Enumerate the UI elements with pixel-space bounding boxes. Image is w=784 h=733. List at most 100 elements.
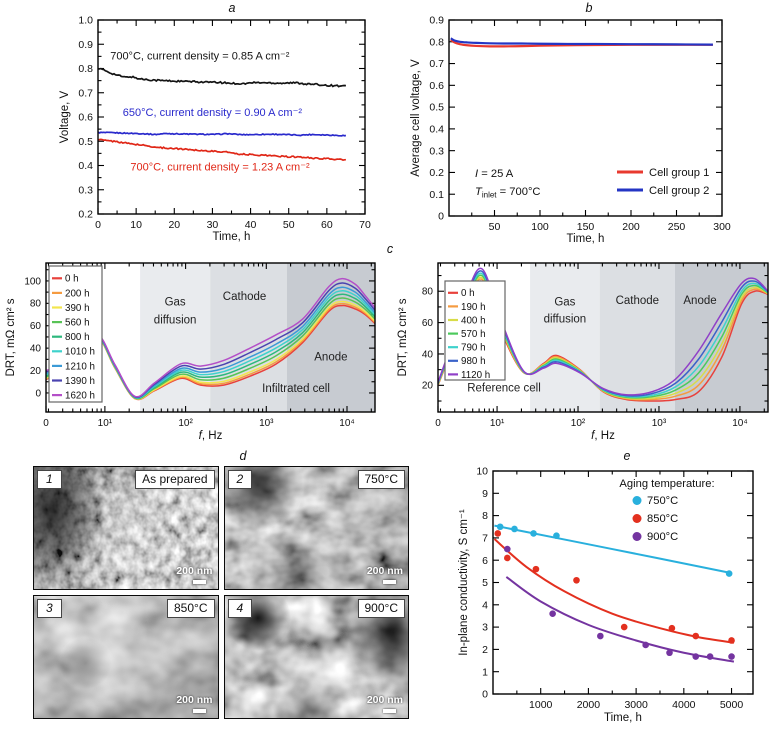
y-tick-label: 3	[482, 622, 488, 634]
dots-900°C	[504, 545, 735, 660]
x-tick-label: 100	[531, 221, 549, 233]
legend-label-0 h: 0 h	[65, 274, 79, 285]
legend-label-1210 h: 1210 h	[65, 361, 95, 372]
x-tick-label: 3000	[624, 699, 648, 711]
series-group	[438, 267, 768, 402]
x-tick-label: 10	[130, 219, 142, 231]
y-tick-label: 6	[482, 555, 488, 567]
chart-svg-a: 0 10 20 30 40 50 60 70 0.2 0.3 0.4 0.5 0.6 0.7 0.8 0.9 1…	[59, 15, 371, 243]
y-tick-label: 0.7	[78, 87, 93, 99]
sem-caption-badge: 900°C	[357, 599, 405, 618]
plot-border	[437, 262, 769, 413]
x-tick-label: 1000	[529, 699, 553, 711]
region-Gas diffusion	[530, 263, 600, 412]
y-tick-label: 20	[422, 381, 434, 392]
sem-image-4: 4 900°C 200 nm	[223, 595, 409, 719]
x-tick-label: 200	[622, 221, 640, 233]
sem-image-2: 2 750°C 200 nm	[223, 466, 409, 590]
y-axis-title: Average cell voltage, V	[410, 59, 422, 177]
sem-scale-bar	[383, 580, 396, 584]
dots-750°C	[496, 523, 733, 577]
legend-label-570 h: 570 h	[461, 329, 486, 340]
y-axis-title: DRT, mΩ cm² s	[5, 298, 17, 376]
x-tick-label: 2000	[577, 699, 601, 711]
region-label: diffusion	[154, 314, 197, 326]
sem-caption-badge: 750°C	[357, 470, 405, 489]
plot-border	[45, 262, 376, 413]
legend-label-800 h: 800 h	[65, 332, 90, 343]
fit-line-750°C	[494, 524, 732, 575]
region-label: Anode	[314, 351, 347, 363]
y-tick-label: 0.8	[429, 36, 444, 48]
y-tick-label: 0.9	[78, 39, 93, 51]
panel-label-c: c	[386, 242, 394, 256]
panel-e-conductivity-chart: 1000 2000 3000 4000 5000 0 1 2 3 4 5 6 7 8 9 10 Time, h I…	[455, 460, 784, 733]
x-axis-title: Time, h	[213, 231, 251, 243]
x-tick-label: 50	[489, 221, 501, 233]
y-tick-label: 4	[482, 599, 488, 611]
legend-title: Aging temperature:	[619, 478, 714, 490]
y-tick-label: 0.9	[429, 15, 444, 27]
sem-caption-badge: 850°C	[167, 599, 215, 618]
panel-label-b: b	[585, 1, 593, 15]
sem-index-badge: 3	[37, 599, 62, 618]
sem-scale-bar	[383, 709, 396, 713]
sem-scale-label: 200 nm	[176, 694, 213, 706]
x-axis-title: Time, h	[604, 712, 642, 724]
panel-c-drt-infiltrated-chart: Gas diffusion Cathode Anode Infiltrated cell…	[2, 252, 394, 450]
y-axis-title: Voltage, V	[59, 90, 71, 143]
sem-scale-label: 200 nm	[176, 565, 213, 577]
fit-line-900°C	[505, 576, 735, 663]
legend-box	[444, 280, 506, 381]
y-axis-title: DRT, mΩ cm² s	[397, 298, 409, 376]
plot-border	[492, 470, 754, 695]
x-tick-label: 10³	[259, 418, 274, 429]
x-tick-label: 30	[207, 219, 219, 231]
panel-b-average-cell-voltage-chart: 50 100 150 200 250 300 0 0.1 0.2 0.3 0.4 0.5 0.6 0.7 0…	[405, 8, 757, 254]
sem-caption-badge: As prepared	[135, 470, 215, 489]
x-tick-label: 10²	[571, 418, 586, 429]
legend-label-Cell group 1: Cell group 1	[649, 167, 709, 179]
x-tick-label: 5000	[720, 699, 744, 711]
y-tick-label: 0.2	[78, 209, 93, 221]
chart-svg-c_right: Gas diffusion Cathode Anode Reference cell 0 1…	[397, 262, 769, 442]
series-line-Cell group 2	[450, 37, 713, 46]
legend-label-190 h: 190 h	[461, 302, 486, 313]
series-group	[493, 524, 735, 663]
y-tick-label: 60	[422, 318, 434, 329]
x-tick-label: 10⁴	[339, 418, 354, 429]
y-tick-label: 1.0	[78, 15, 93, 27]
note-line: I = 25 A	[475, 168, 514, 180]
y-tick-label: 0.8	[78, 63, 93, 75]
series-annotation: 700°C, current density = 1.23 A cm⁻²	[130, 161, 310, 173]
y-tick-label: 0.4	[78, 160, 93, 172]
x-tick-label: 300	[713, 221, 731, 233]
x-axis-title: f, Hz	[591, 430, 615, 442]
y-tick-label: 80	[422, 287, 434, 298]
y-tick-label: 0	[438, 211, 444, 223]
note-line: Tinlet = 700°C	[475, 186, 541, 200]
y-tick-label: 1	[482, 666, 488, 678]
legend-label-Cell group 2: Cell group 2	[649, 185, 709, 197]
sem-scale-bar	[192, 709, 206, 713]
y-tick-label: 8	[482, 510, 488, 522]
sem-index-badge: 1	[37, 470, 62, 489]
sem-image-3: 3 850°C 200 nm	[33, 595, 219, 719]
panel-label-a: a	[228, 1, 236, 15]
x-tick-label: 10⁴	[732, 418, 747, 429]
y-tick-label: 60	[30, 321, 42, 332]
plot-border	[448, 19, 723, 217]
panel-d-sem-grid: 1 As prepared 200 nm 2 750°C 200 nm 3 85…	[33, 466, 409, 719]
series-line-650°C, current density = 0.90 A cm⁻²	[97, 131, 347, 137]
legend-dot-900°C	[632, 532, 642, 541]
sem-scale-label: 200 nm	[366, 565, 403, 577]
y-tick-label: 20	[30, 366, 42, 377]
legend-label-1010 h: 1010 h	[65, 347, 95, 358]
legend-label-850°C: 850°C	[647, 513, 678, 525]
panel-a-voltage-chart: 0 10 20 30 40 50 60 70 0.2 0.3 0.4 0.5 0.6 0.7 0.8 0.9 1…	[56, 8, 388, 254]
x-tick-label: 60	[321, 219, 333, 231]
x-tick-label: 250	[668, 221, 686, 233]
x-tick-label: 10²	[178, 418, 193, 429]
legend-label-0 h: 0 h	[461, 288, 475, 299]
series-line-1120 h	[438, 267, 768, 396]
